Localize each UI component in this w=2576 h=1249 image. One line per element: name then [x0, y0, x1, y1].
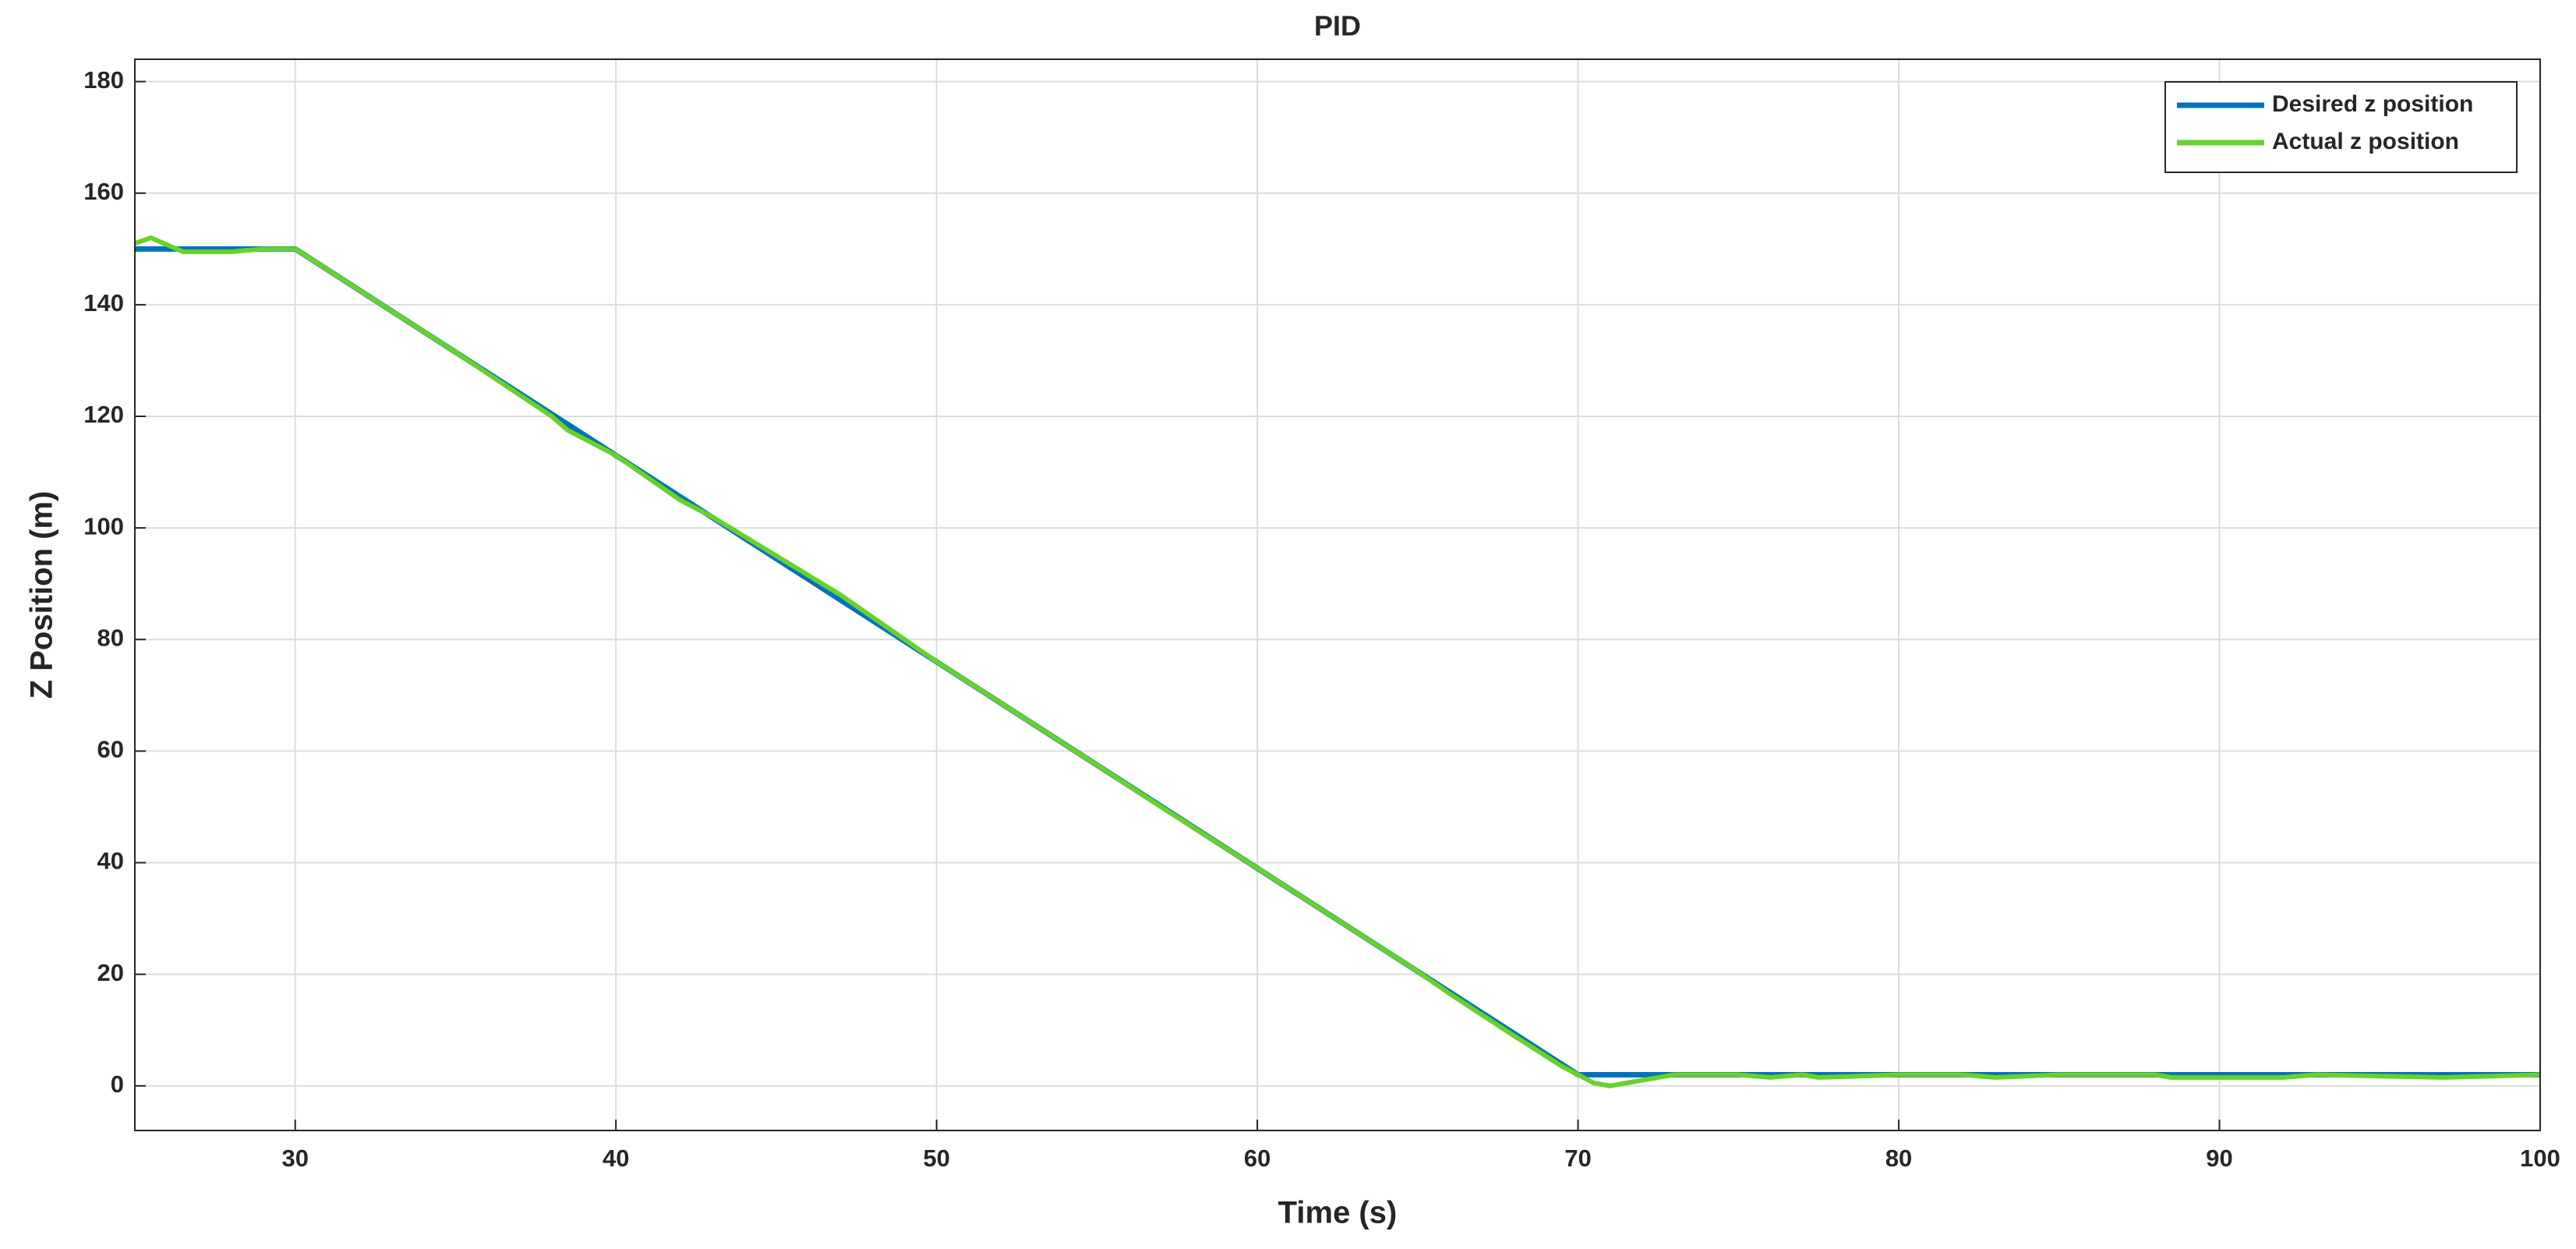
x-tick-label: 60 [1244, 1145, 1270, 1172]
y-tick-label: 120 [83, 401, 124, 428]
legend-box [2164, 81, 2518, 173]
y-tick-label: 160 [83, 178, 124, 205]
legend-label: Actual z position [2272, 129, 2459, 154]
legend-label: Desired z position [2272, 91, 2473, 117]
y-tick-label: 20 [97, 959, 124, 986]
x-tick-label: 70 [1564, 1145, 1591, 1172]
chart-title: PID [1314, 10, 1361, 42]
x-tick-label: 50 [923, 1145, 949, 1172]
y-tick-label: 0 [111, 1070, 124, 1098]
x-tick-label: 80 [1885, 1145, 1912, 1172]
x-tick-label: 100 [2520, 1145, 2560, 1172]
x-tick-label: 40 [602, 1145, 629, 1172]
plot-frame [134, 58, 2541, 1131]
y-tick-label: 140 [83, 289, 124, 317]
data-line [134, 235, 2541, 1088]
y-axis-label: Z Position (m) [25, 491, 59, 699]
y-tick-label: 100 [83, 512, 124, 540]
y-tick-label: 60 [97, 736, 124, 763]
y-tick-label: 180 [83, 66, 124, 94]
y-tick-label: 80 [97, 624, 124, 651]
legend: Desired z position Actual z position [2164, 81, 2518, 173]
x-axis-label: Time (s) [1278, 1196, 1398, 1230]
y-tick-label: 40 [97, 847, 124, 875]
x-tick-label: 90 [2206, 1145, 2232, 1172]
x-tick-label: 30 [281, 1145, 308, 1172]
